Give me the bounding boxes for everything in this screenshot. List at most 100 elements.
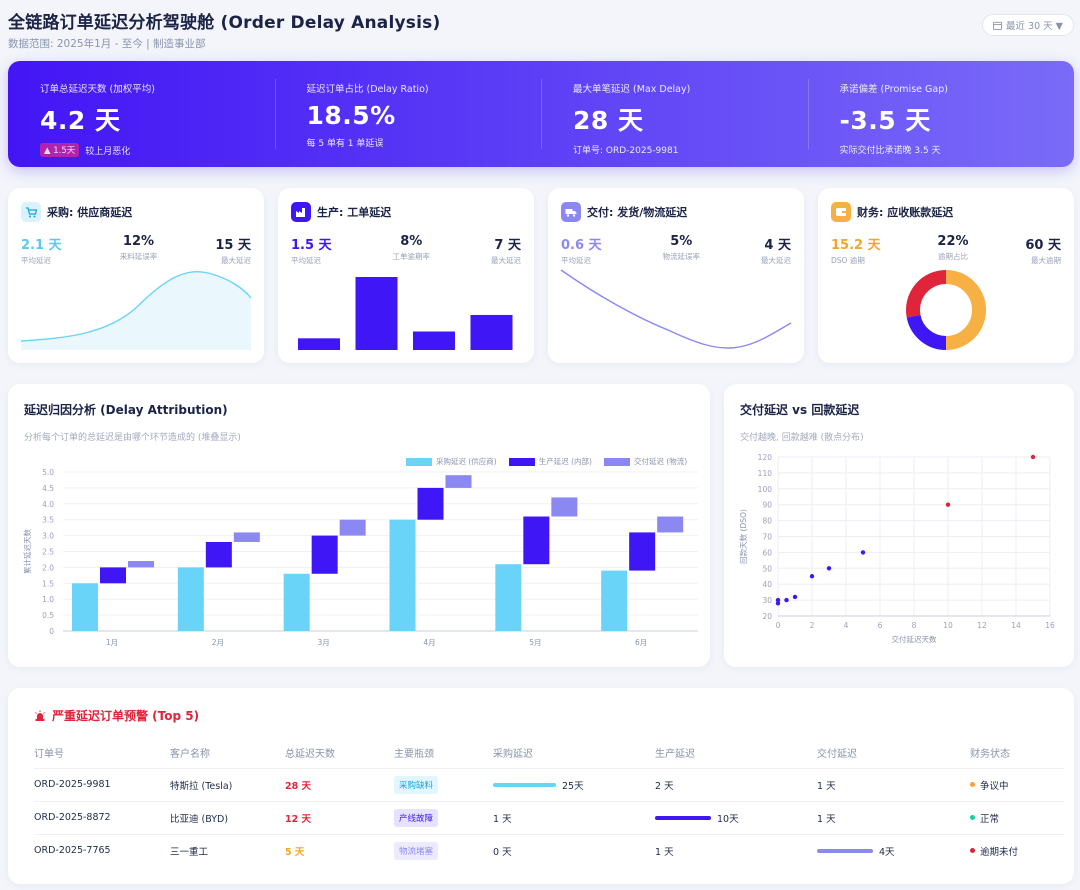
stat-label: 最大逾期 — [1030, 256, 1061, 265]
x-tick-label: 2 — [810, 621, 815, 630]
y-tick-label: 2.0 — [42, 563, 54, 572]
bar-segment — [233, 532, 260, 542]
kpi-delay-ratio: 延迟订单占比 (Delay Ratio) 18.5% 每 5 单有 1 单延误 — [274, 61, 542, 167]
order-id[interactable]: ORD-2025-9981 — [34, 767, 170, 801]
factory-icon — [291, 202, 311, 222]
kpi-banner: 订单总延迟天数 (加权平均) 4.2 天 ▲ 1.5天 较上月恶化 延迟订单占比… — [8, 61, 1074, 167]
bar-segment — [629, 532, 656, 571]
y-axis-title: 回款天数 (DSO) — [738, 509, 748, 564]
delivery-trend-line — [560, 269, 792, 349]
x-tick-label: 5月 — [529, 638, 541, 647]
table-cell: 正常 — [970, 800, 1064, 834]
stat-value: 0.6 天 — [561, 238, 602, 253]
scatter-point — [1030, 454, 1036, 460]
legend-item[interactable]: 生产延迟 (内部) — [508, 456, 592, 467]
kpi-promise-gap: 承诺偏差 (Promise Gap) -3.5 天 实际交付比承诺晚 3.5 天 — [807, 61, 1075, 167]
y-tick-label: 4.0 — [42, 500, 54, 509]
page-title: 全链路订单延迟分析驾驶舱 (Order Delay Analysis) — [8, 13, 441, 33]
alert-title: 严重延迟订单预警 (Top 5) — [52, 709, 200, 723]
donut-slice — [906, 270, 947, 318]
cart-icon — [21, 202, 41, 222]
finance-status: 正常 — [980, 813, 1000, 825]
bottleneck-tag: 采购缺料 — [394, 775, 439, 794]
y-tick-label: 110 — [758, 469, 773, 478]
x-tick-label: 4 — [844, 621, 849, 630]
column-header[interactable]: 财务状态 — [970, 749, 1010, 761]
production-bar — [413, 331, 455, 350]
column-header[interactable]: 总延迟天数 — [285, 749, 335, 761]
bar-segment — [283, 573, 310, 631]
scatter-point — [784, 597, 789, 603]
alert-table: 订单号 客户名称 总延迟天数 主要瓶颈 采购延迟 生产延迟 交付延迟 财务状态 … — [34, 738, 1064, 867]
stat-label: 平均延迟 — [21, 256, 51, 265]
y-tick-label: 4.5 — [42, 484, 54, 493]
section-title: 交付延迟 vs 回款延迟 — [740, 403, 860, 417]
stat-label: 最大延迟 — [761, 256, 791, 265]
kpi-value: 18.5% — [306, 101, 396, 130]
kpi-max-delay: 最大单笔延迟 (Max Delay) 28 天 订单号: ORD-2025-99… — [541, 61, 808, 167]
y-tick-label: 1.5 — [42, 579, 54, 588]
scatter-point — [775, 597, 781, 603]
y-tick-label: 1.0 — [42, 595, 54, 604]
attribution-card: 延迟归因分析 (Delay Attribution) 分析每个订单的总延迟是由哪… — [8, 384, 710, 667]
bar-segment — [417, 487, 444, 520]
table-row[interactable]: ORD-2025-8872 比亚迪 (BYD) 12 天产线故障 1 天 10天 1 天正… — [34, 800, 1064, 834]
stat-label: 工单逾期率 — [392, 252, 431, 261]
table-cell: 争议中 — [970, 767, 1064, 801]
column-header[interactable]: 客户名称 — [170, 749, 210, 761]
stat-value: 4 天 — [764, 238, 791, 253]
kpi-note: 较上月恶化 — [85, 146, 131, 157]
donut-slice — [906, 314, 947, 350]
stat-label: 最大延迟 — [221, 256, 251, 265]
scatter-chart: 20 30 40 50 60 70 80 90 100 110 120 0 2 4 6 8 10 12 14 16 交付… — [738, 453, 1055, 644]
customer-name: 三一重工 — [170, 833, 285, 867]
y-tick-label: 0.5 — [42, 611, 54, 620]
bar-segment — [311, 535, 338, 574]
progress-bar — [817, 848, 873, 853]
bottleneck-tag: 产线故障 — [394, 808, 439, 827]
column-header[interactable]: 主要瓶颈 — [394, 749, 434, 761]
y-tick-label: 100 — [758, 485, 773, 494]
table-cell: 2 天 — [655, 767, 817, 801]
y-tick-label: 60 — [762, 548, 772, 557]
x-tick-label: 12 — [977, 621, 987, 630]
column-header[interactable]: 订单号 — [34, 749, 64, 761]
scatter-point — [860, 550, 866, 555]
x-tick-label: 3月 — [318, 638, 330, 647]
stat-label: 平均延迟 — [291, 256, 321, 265]
y-tick-label: 120 — [758, 453, 773, 462]
stat-value: 12% — [122, 234, 155, 249]
kpi-label: 延迟订单占比 (Delay Ratio) — [306, 84, 429, 95]
bar-segment — [445, 475, 472, 488]
section-title: 延迟归因分析 (Delay Attribution) — [24, 403, 228, 417]
stage-card-finance: 财务: 应收账款延迟 15.2 天 DSO 逾期 22% 逾期占比 60 天最大逾期 — [818, 188, 1074, 363]
y-tick-label: 3.5 — [42, 516, 54, 525]
y-tick-label: 30 — [762, 596, 772, 605]
order-id[interactable]: ORD-2025-7765 — [34, 833, 170, 867]
stat-value: 15 天 — [215, 238, 251, 253]
table-cell: 产线故障 — [394, 800, 493, 834]
table-cell: 1 天 — [655, 833, 817, 867]
stage-title: 财务: 应收账款延迟 — [857, 206, 954, 219]
stage-title: 生产: 工单延迟 — [317, 206, 392, 219]
bar-segment — [551, 497, 578, 517]
total-delay: 12 天 — [285, 800, 394, 834]
kpi-value: 28 天 — [573, 106, 644, 135]
legend-item[interactable]: 采购延迟 (供应商) — [406, 456, 497, 467]
order-id[interactable]: ORD-2025-8872 — [34, 800, 170, 834]
column-header[interactable]: 采购延迟 — [493, 749, 533, 761]
bar-segment — [601, 570, 628, 631]
column-header[interactable]: 交付延迟 — [817, 749, 857, 761]
scatter-point — [945, 502, 951, 507]
kpi-value: -3.5 天 — [839, 106, 931, 135]
column-header[interactable]: 生产延迟 — [655, 749, 695, 761]
date-range-selector[interactable]: 最近 30 天 ▼ — [982, 14, 1074, 36]
y-tick-label: 50 — [762, 564, 772, 573]
x-tick-label: 6月 — [635, 638, 647, 647]
stage-card-purchase: 采购: 供应商延迟 2.1 天平均延迟 12% 来料延误率 15 天最大延迟 — [8, 188, 264, 363]
legend-label: 生产延迟 (内部) — [538, 457, 592, 466]
legend-item[interactable]: 交付延迟 (物流) — [604, 456, 687, 467]
status-dot — [970, 815, 975, 820]
